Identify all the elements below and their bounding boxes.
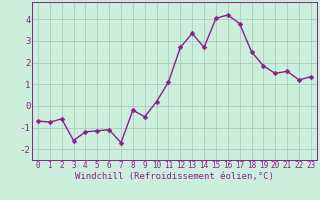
X-axis label: Windchill (Refroidissement éolien,°C): Windchill (Refroidissement éolien,°C)	[75, 172, 274, 181]
